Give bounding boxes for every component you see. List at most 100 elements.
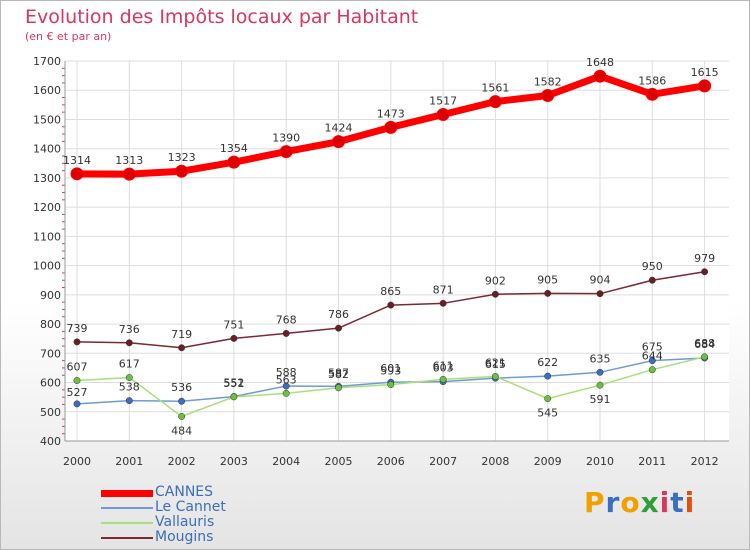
x-tick-label: 2012 [691, 455, 719, 468]
data-point [335, 324, 342, 332]
data-label: 615 [485, 358, 506, 371]
x-tick-label: 2004 [272, 455, 300, 468]
data-label: 736 [119, 323, 140, 336]
data-point [175, 164, 189, 178]
data-point [439, 375, 447, 383]
data-point [125, 374, 133, 382]
x-tick-label: 2009 [534, 455, 562, 468]
data-label: 601 [380, 362, 401, 375]
data-point [596, 368, 604, 376]
data-label: 1314 [63, 154, 91, 167]
data-point [439, 299, 447, 307]
chart-title: Evolution des Impôts locaux par Habitant [25, 6, 419, 28]
data-point [230, 334, 238, 342]
data-label: 786 [328, 308, 349, 321]
y-tick-label: 600 [40, 377, 61, 390]
data-point [701, 353, 709, 361]
data-label: 552 [223, 377, 244, 390]
data-point [387, 301, 395, 309]
y-tick-label: 900 [40, 289, 61, 302]
y-tick-label: 1500 [33, 113, 61, 126]
data-label: 739 [67, 322, 88, 335]
legend-item: CANNES [101, 484, 301, 500]
data-label: 593 [380, 365, 401, 378]
data-label: 751 [223, 318, 244, 331]
data-label: 1582 [534, 75, 562, 88]
data-point [698, 79, 712, 93]
data-point [436, 107, 450, 121]
data-label: 871 [433, 283, 454, 296]
data-point [122, 167, 136, 181]
x-tick-label: 2010 [586, 455, 614, 468]
data-point [73, 377, 81, 384]
data-label: 617 [119, 358, 140, 371]
data-label: 1648 [586, 56, 614, 69]
data-point [73, 400, 81, 408]
data-label: 538 [119, 381, 140, 394]
x-tick-label: 2000 [63, 455, 91, 468]
x-tick-label: 2003 [220, 455, 248, 468]
x-tick-label: 2001 [115, 455, 143, 468]
data-label: 527 [67, 386, 88, 399]
data-label: 484 [171, 424, 192, 437]
data-point [544, 372, 552, 380]
data-point [596, 290, 604, 298]
data-label: 582 [328, 368, 349, 381]
data-point [544, 395, 552, 403]
data-point [178, 412, 186, 420]
data-label: 1424 [325, 122, 353, 135]
legend-swatch [101, 537, 153, 539]
data-label: 1313 [115, 154, 143, 167]
logo-letter: i [684, 486, 696, 519]
data-label: 635 [590, 352, 611, 365]
data-point [125, 397, 133, 405]
data-point [70, 167, 84, 181]
y-tick-label: 1300 [33, 172, 61, 185]
logo-letter: t [670, 486, 685, 519]
data-label: 688 [694, 337, 715, 350]
legend-item: Mougins [101, 529, 301, 545]
data-label: 551 [223, 377, 244, 390]
logo-letter: o [620, 486, 641, 519]
data-label: 607 [67, 360, 88, 373]
data-point [73, 338, 81, 346]
data-label: 950 [642, 260, 663, 273]
data-label: 1586 [638, 74, 666, 87]
data-label: 603 [433, 362, 454, 375]
data-point [648, 357, 656, 365]
data-label: 675 [642, 341, 663, 354]
y-tick-label: 1600 [33, 84, 61, 97]
data-point [282, 389, 290, 397]
data-point [178, 344, 186, 352]
data-point [125, 339, 133, 347]
data-point [491, 372, 499, 380]
data-label: 621 [485, 356, 506, 369]
data-point [648, 366, 656, 374]
data-point [384, 120, 398, 134]
y-tick-label: 400 [40, 435, 61, 448]
data-point [544, 289, 552, 297]
legend-item: Vallauris [101, 514, 301, 530]
data-point [541, 88, 555, 102]
data-point [488, 95, 502, 109]
x-tick-label: 2006 [377, 455, 405, 468]
logo-letter: r [605, 486, 621, 519]
data-label: 1561 [481, 82, 509, 95]
legend-swatch [101, 490, 153, 497]
data-label: 865 [380, 285, 401, 298]
data-label: 536 [171, 381, 192, 394]
legend: CANNES Le Cannet Vallauris Mougins [101, 484, 301, 545]
data-point [701, 268, 709, 276]
data-label: 905 [537, 273, 558, 286]
data-label: 587 [328, 366, 349, 379]
x-tick-label: 2007 [429, 455, 457, 468]
data-label: 902 [485, 274, 506, 287]
y-tick-label: 800 [40, 318, 61, 331]
data-label: 1390 [272, 132, 300, 145]
legend-label: CANNES [155, 484, 214, 500]
data-point [648, 276, 656, 284]
data-point [227, 155, 241, 169]
data-label: 1354 [220, 142, 248, 155]
proxiti-logo: Proxiti [584, 486, 695, 519]
